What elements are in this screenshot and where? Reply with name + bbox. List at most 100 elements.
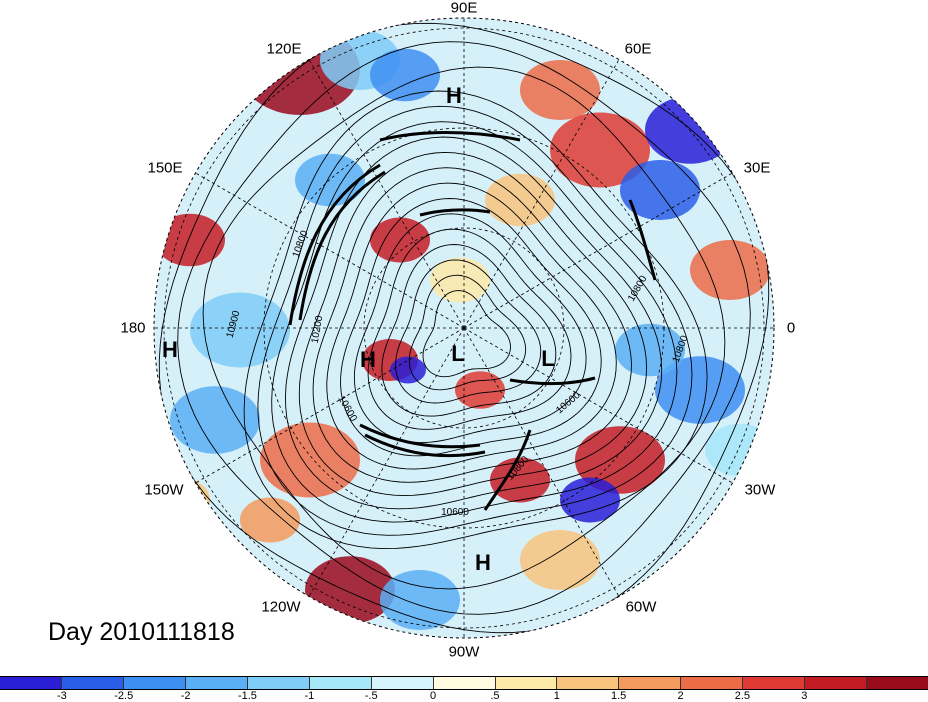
date-label: Day 2010111818 [48,618,235,646]
height-contour [381,244,557,417]
color-scale-tick-label: .5 [490,690,500,702]
color-scale-swatch [618,677,681,689]
color-scale-swatch [60,677,123,689]
height-contour [422,290,511,378]
lon-label-120w: 120W [261,598,301,616]
height-contour [312,167,632,483]
jet-contour [298,170,386,321]
color-scale-swatch [432,677,495,689]
anomaly-patch [575,426,665,494]
anomaly-patch [490,457,550,503]
jet-contour [359,423,481,449]
color-scale-tick-label: 1 [553,690,560,702]
anomaly-patch [305,556,395,624]
color-scale-tick-label: -2 [180,690,191,702]
height-contour [353,213,587,444]
color-scale-tick-label: -1.5 [237,690,257,702]
lon-label-60e: 60E [624,40,652,58]
color-scale-tick-label: 1.5 [611,690,627,702]
jet-contour [364,433,486,458]
map-boundary [153,17,775,639]
height-contour [395,259,542,404]
jet-stream-contours [288,131,657,511]
color-scale-swatch [122,677,185,689]
color-scale-swatch [742,677,805,689]
low-pressure-east: L [541,346,555,371]
height-contour [243,90,708,550]
color-scale-swatch [680,677,743,689]
lon-label-30w: 30W [744,481,776,499]
color-scale-tick-label: 2.5 [734,690,751,702]
color-scale-swatch [866,677,928,689]
jet-contour [509,376,596,385]
color-scale-tick-label: 2 [677,690,684,702]
height-contours [158,22,770,634]
anomaly-field [154,25,774,630]
height-contour [340,198,602,457]
anomaly-patch [655,356,745,424]
lon-label-150w: 150W [144,481,184,499]
lon-label-90e: 90E [450,0,478,17]
lon-label-180: 180 [120,319,146,337]
anomaly-patch [620,160,700,220]
color-scale-tick-label: 3 [801,690,808,702]
height-contour [257,105,693,536]
meridian-line [308,327,465,597]
meridian-line [463,327,733,484]
high-pressure-west: H [162,337,178,362]
color-scale-swatch [184,677,247,689]
anomaly-patch [370,217,430,263]
anomaly-patch [260,422,360,498]
contour-value-label: 10200 [310,314,326,344]
color-scale-swatch [246,677,309,689]
height-contour [326,182,617,470]
jet-contour [379,131,521,142]
height-contour [298,151,648,497]
anomaly-patch [370,48,440,102]
jet-contour [483,429,532,511]
contour-value-label: 10600 [441,507,469,518]
lon-label-0: 0 [786,319,796,337]
color-scale-swatch [804,677,867,689]
color-scale-swatch [556,677,619,689]
lon-label-60w: 60W [625,598,657,616]
color-scale-tick-label: -3 [56,690,67,702]
low-pressure-center: L [451,341,465,366]
height-contour [285,136,663,510]
anomaly-patch [390,356,426,384]
height-contour [202,66,726,590]
high-pressure-south: H [475,550,491,575]
color-scale-tick-label: -1 [304,690,315,702]
high-pressure-north: H [446,83,462,108]
jet-contour [419,208,491,217]
height-contour [158,22,770,634]
meridian-line [195,172,465,329]
color-scale-swatch [370,677,433,689]
jet-contour [628,199,657,281]
lon-label-30e: 30E [743,159,771,177]
high-pressure-center: H [360,347,376,372]
lon-label-150e: 150E [147,159,183,177]
anomaly-patch [430,257,490,303]
meridian-line [463,59,620,329]
color-scale-swatch [308,677,371,689]
color-scale-tick-label: 0 [430,690,437,702]
meridian-line [463,172,733,329]
color-scale-tick-label: -.5 [364,690,378,702]
anomaly-patch [690,240,770,300]
lon-label-90w: 90W [448,643,480,661]
anomaly-patch [240,497,300,543]
height-contour [408,274,527,391]
anomaly-patch [170,386,260,454]
anomaly-patch [190,292,290,368]
jet-contour [288,163,381,326]
height-contour [367,228,572,430]
height-contour [271,121,678,523]
anomaly-patch [155,213,225,267]
anomaly-patch [520,530,600,590]
meridian-line [463,327,620,597]
anomaly-patch [615,323,685,377]
color-scale-swatch [494,677,557,689]
meridian-line [308,59,465,329]
